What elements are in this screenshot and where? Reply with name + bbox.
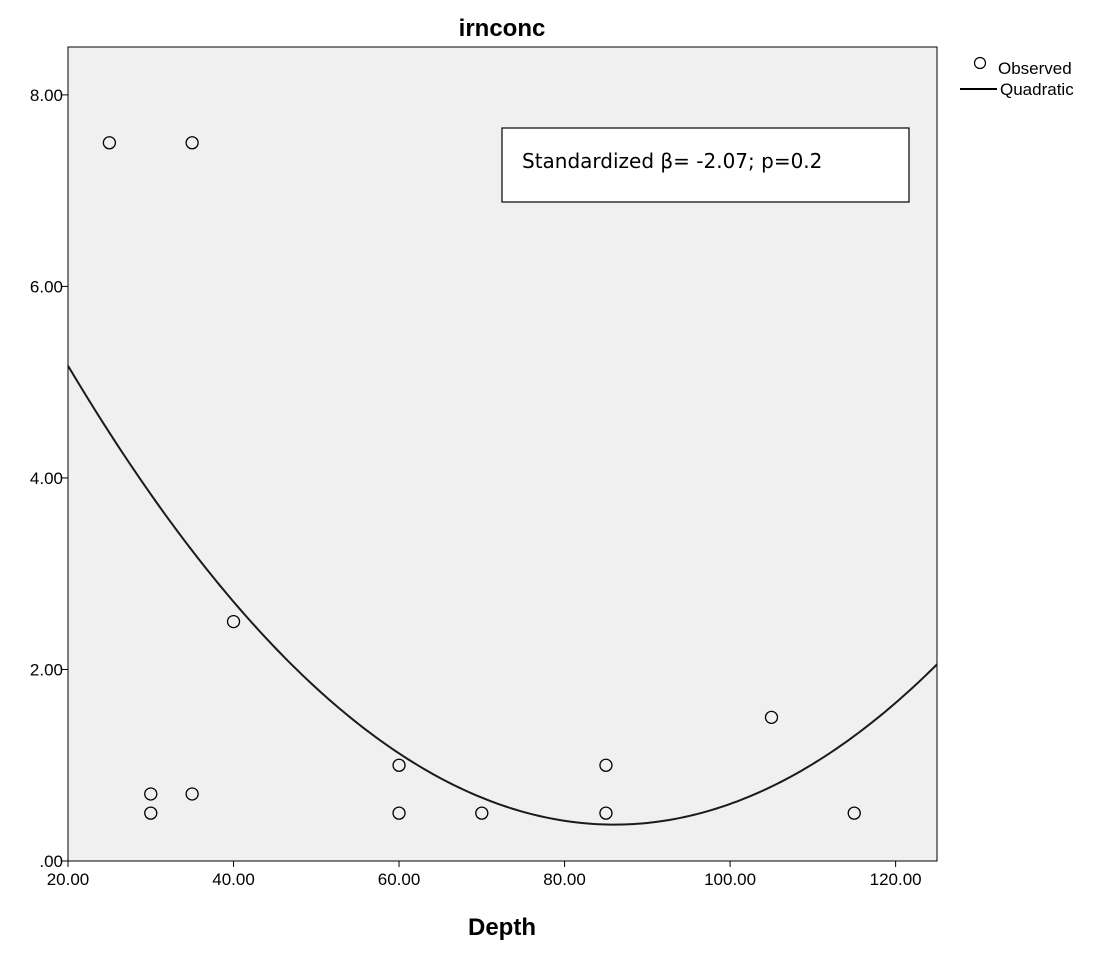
annotation-text: Standardized β= -2.07; p=0.2 <box>522 149 822 173</box>
observed-point <box>226 614 241 629</box>
x-tick-label: 100.00 <box>704 870 756 889</box>
observed-point <box>185 136 199 150</box>
observed-point <box>847 806 861 820</box>
annotation-frame <box>501 127 910 203</box>
legend: Observed Quadratic <box>960 56 1074 99</box>
observed-point <box>185 787 199 801</box>
quadratic-fit-line <box>67 365 938 826</box>
x-tick-label: 20.00 <box>47 870 90 889</box>
x-axis-ticks: 20.00 40.00 60.00 80.00 100.00 120.00 <box>47 861 922 889</box>
y-tick-label: 4.00 <box>30 469 63 488</box>
x-tick-label: 40.00 <box>212 870 255 889</box>
observed-point <box>599 806 613 820</box>
x-tick-label: 80.00 <box>543 870 586 889</box>
observed-point <box>599 758 613 772</box>
observed-point <box>392 806 406 820</box>
y-axis-ticks: .00 2.00 4.00 6.00 8.00 <box>30 86 68 871</box>
y-tick-label: 6.00 <box>30 277 63 296</box>
observed-point <box>144 787 158 801</box>
observed-points <box>102 136 861 820</box>
observed-point <box>144 806 158 820</box>
y-tick-label: .00 <box>39 852 63 871</box>
observed-point <box>475 806 489 820</box>
x-axis-title: Depth <box>468 914 536 941</box>
observed-point <box>392 758 406 772</box>
y-tick-label: 2.00 <box>30 660 63 679</box>
observed-point <box>102 136 117 150</box>
observed-point <box>764 710 779 725</box>
chart-title: irnconc <box>459 15 546 42</box>
x-tick-label: 120.00 <box>870 870 922 889</box>
annotation-box: Standardized β= -2.07; p=0.2 <box>501 127 910 203</box>
legend-observed-marker <box>973 56 987 70</box>
y-tick-label: 8.00 <box>30 86 63 105</box>
legend-observed-label: Observed <box>998 59 1072 78</box>
x-tick-label: 60.00 <box>378 870 421 889</box>
legend-quadratic-label: Quadratic <box>1000 80 1074 99</box>
